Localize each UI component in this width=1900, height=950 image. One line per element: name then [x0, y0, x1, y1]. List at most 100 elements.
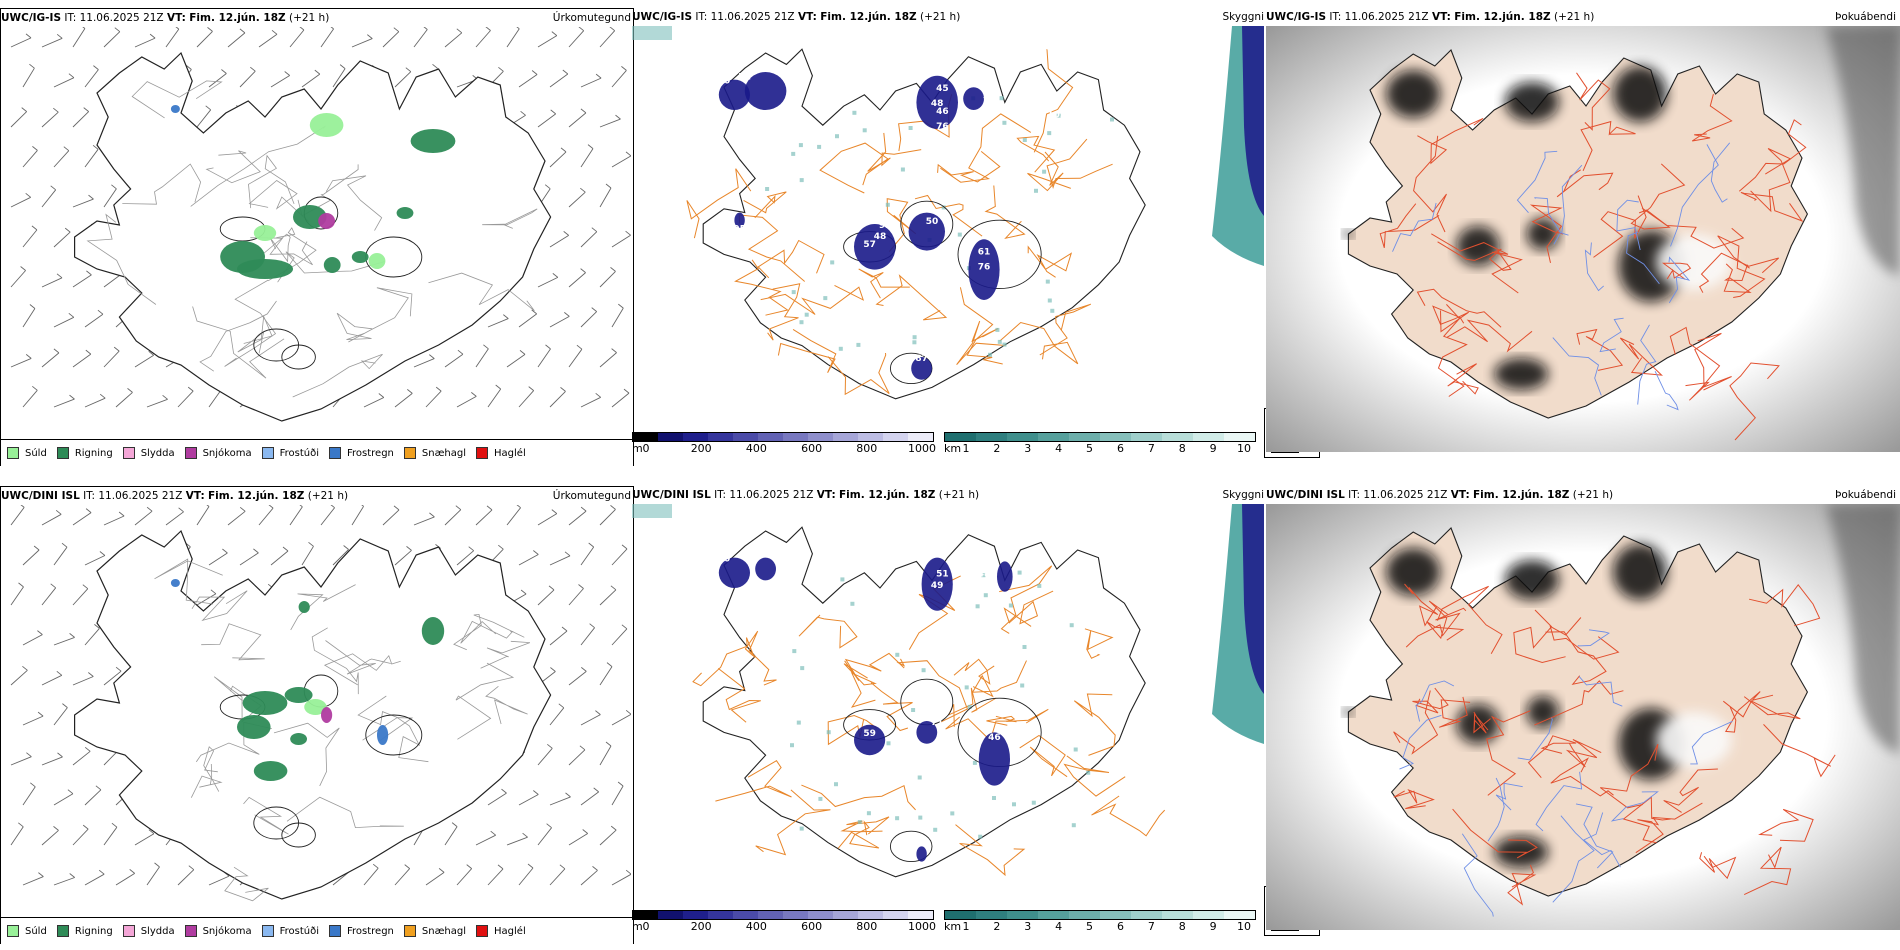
wind-barb [301, 546, 314, 566]
road-line [827, 352, 890, 396]
model-name: UWC/DINI ISL [1, 490, 80, 502]
legend-item: Haglél [476, 925, 526, 937]
glacier-outline [281, 822, 316, 848]
visibility-patch [1047, 131, 1052, 136]
wind-barb [22, 229, 38, 248]
road-line [999, 565, 1053, 634]
scale-tick-label: 1000 [908, 442, 936, 455]
wind-barb [10, 196, 31, 208]
wind-barb-flag [516, 27, 520, 30]
visibility-patch [1034, 188, 1038, 193]
wind-barb-flag [67, 789, 74, 795]
fog-index-area [1613, 66, 1667, 122]
visibility-patch [1031, 800, 1036, 805]
ceiling-value-label: 91 [879, 221, 892, 231]
wind-barb-flag [206, 505, 210, 507]
wind-barb [103, 273, 122, 288]
wind-barb-flag [31, 225, 38, 231]
wind-barb-flag [625, 869, 631, 875]
wind-barb [22, 786, 36, 806]
visibility-patch [992, 796, 996, 800]
road-line [1529, 204, 1564, 264]
visibility-patch [908, 126, 913, 130]
wind-barb-flag [111, 822, 118, 828]
iceland-land [1347, 527, 1809, 897]
road-line [482, 208, 538, 229]
low-ceiling-area [978, 732, 1010, 786]
model-name: UWC/DINI ISL [1266, 489, 1345, 501]
wind-barb [72, 512, 92, 526]
precip-area [237, 259, 293, 279]
wind-barb-flag [593, 787, 599, 793]
wind-barb-flag [497, 864, 504, 870]
precip-area [298, 601, 310, 613]
river-line [1487, 777, 1505, 842]
wind-barb [568, 112, 587, 128]
river-line [1392, 202, 1437, 252]
scale-color-step [733, 911, 758, 919]
panel-name-cloud: Skyggni [1222, 11, 1265, 23]
visibility-patch [862, 128, 867, 133]
wind-barb [537, 827, 552, 846]
visibility-patch [1045, 279, 1050, 284]
wind-barb [413, 29, 428, 48]
wind-barb-flag [533, 550, 539, 555]
wind-barb-flag [314, 69, 321, 75]
wind-barb [103, 350, 120, 368]
wind-barb-flag [111, 184, 117, 190]
wind-barb [487, 868, 504, 886]
precip-area [410, 129, 456, 153]
scale-tick-label: 200 [690, 442, 712, 455]
scale-tick-label: 8 [1178, 442, 1186, 455]
wind-barb-flag [339, 64, 346, 69]
legend-item: Rigning [56, 447, 113, 459]
precip-area [237, 715, 271, 739]
low-ceiling-area [718, 557, 750, 588]
road-line [1729, 362, 1780, 441]
road-line [1723, 263, 1752, 293]
wind-barb-flag [25, 354, 32, 359]
legend-item: Frostúði [261, 925, 319, 937]
legend-item: Haglél [476, 447, 526, 459]
wind-barb [22, 67, 35, 88]
road-line [1565, 738, 1602, 768]
wind-barb-flag [561, 626, 568, 632]
visibility-patch [817, 144, 822, 149]
wind-barb-flag [432, 63, 438, 69]
wind-barb [208, 388, 223, 408]
wind-barb [487, 318, 509, 328]
wind-barb-flag [50, 583, 56, 589]
wind-barb-flag [253, 548, 259, 554]
wind-barb-flag [29, 304, 36, 309]
road-line [870, 682, 913, 732]
road-line [956, 320, 1006, 366]
wind-barb [549, 316, 570, 328]
glacier-outline [889, 830, 933, 863]
wind-barb [72, 828, 89, 846]
visibility-patch [1002, 120, 1007, 125]
low-ceiling-area [854, 724, 886, 756]
ceiling-scale: m 0 200 400 600 800 1000 [632, 430, 936, 456]
low-ceiling-area [854, 224, 896, 270]
road-line [1412, 687, 1449, 714]
wind-barb [413, 358, 435, 368]
wind-barb [208, 73, 227, 88]
wind-barb-flag [64, 227, 71, 233]
precip-area [253, 761, 288, 781]
wind-barb-flag [404, 864, 410, 869]
legend-label: Rigning [74, 447, 113, 459]
wind-barb [599, 271, 616, 288]
legend-item: Slydda [122, 925, 175, 937]
road-line [1513, 609, 1566, 664]
wind-barb [549, 73, 569, 88]
precip-type-panel: UWC/IG-IS IT: 11.06.2025 21Z VT: Fim. 12… [0, 8, 634, 466]
wind-barb-flag [330, 505, 335, 509]
visibility-patch [1017, 570, 1022, 575]
wind-barb [258, 507, 274, 526]
wind-barb-flag [68, 73, 75, 79]
wind-barb [580, 311, 598, 328]
wind-barb [10, 111, 28, 128]
road-line [955, 824, 1026, 877]
ceiling-value-label: 76 [978, 263, 991, 273]
road-line [248, 154, 295, 209]
